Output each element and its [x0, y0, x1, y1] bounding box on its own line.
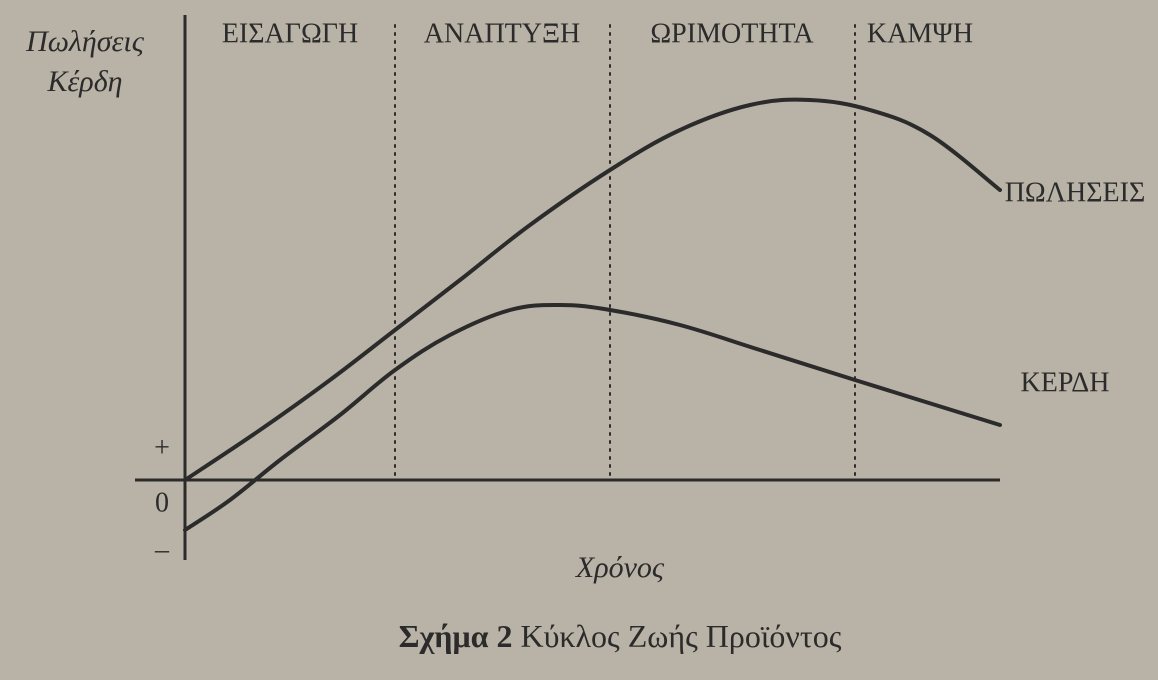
- phase-label-2: ΩΡΙΜΟΤΗΤΑ: [650, 18, 814, 49]
- phase-label-0: ΕΙΣΑΓΩΓΗ: [222, 18, 358, 49]
- y-tick-minus: –: [154, 534, 170, 565]
- phase-label-3: ΚΑΜΨΗ: [867, 18, 973, 49]
- phase-label-1: ΑΝΑΠΤΥΞΗ: [424, 18, 580, 49]
- profit-series-label: ΚΕΡΔΗ: [1021, 367, 1110, 398]
- y-tick-zero: 0: [155, 487, 169, 518]
- y-axis-title-line1: Πωλήσεις: [25, 25, 145, 58]
- product-life-cycle-chart: Πωλήσεις Κέρδη +0 – ΕΙΣΑΓΩΓΗ ΑΝΑΠΤΥΞΗ ΩΡΙΜΟΤΗΤ…: [0, 0, 1158, 680]
- sales-series-label: ΠΩΛΗΣΕΙΣ: [1005, 177, 1146, 208]
- chart-svg: Πωλήσεις Κέρδη +0 – ΕΙΣΑΓΩΓΗ ΑΝΑΠΤΥΞΗ ΩΡΙΜΟΤΗΤ…: [0, 0, 1158, 680]
- figure-caption-bold: Σχήμα 2: [399, 618, 513, 654]
- x-axis-title: Χρόνος: [575, 551, 665, 584]
- figure-caption: Σχήμα 2 Κύκλος Ζωής Προϊόντος: [399, 618, 842, 654]
- y-tick-plus: +: [154, 432, 170, 463]
- figure-caption-rest: Κύκλος Ζωής Προϊόντος: [512, 618, 841, 654]
- y-axis-title-line2: Κέρδη: [46, 65, 122, 98]
